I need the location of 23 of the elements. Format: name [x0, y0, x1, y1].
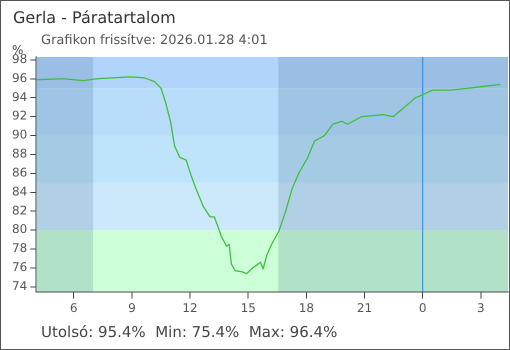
y-tick-label: 82 [12, 203, 28, 218]
chart-title: Gerla - Páratartalom [13, 8, 176, 27]
x-tick-label: 9 [128, 300, 136, 315]
x-tick-label: 6 [70, 300, 78, 315]
y-tick-label: 88 [12, 146, 28, 161]
y-tick-label: 92 [12, 108, 28, 123]
y-tick-label: 76 [12, 260, 28, 274]
y-tick-label: 96 [12, 70, 28, 85]
text: Utolsó: 95.4% Min: 75.4% Max: 96.4% [41, 323, 338, 341]
y-tick-label: 90 [12, 128, 28, 142]
y-tick-label: 84 [12, 184, 28, 198]
x-tick-label: 15 [240, 300, 256, 315]
y-tick-label: 78 [12, 241, 28, 256]
x-tick-label: 21 [356, 300, 372, 315]
y-tick-label: 86 [12, 165, 28, 180]
y-tick-label: 80 [12, 222, 28, 236]
chart-subtitle: Grafikon frissítve: 2026.01.28 4:01 [41, 33, 268, 48]
x-tick-label: 3 [477, 300, 485, 315]
x-tick-label: 0 [418, 300, 427, 315]
x-tick-label: 18 [298, 300, 314, 315]
y-tick-label: 74 [12, 278, 28, 293]
y-tick-label: 94 [12, 90, 28, 104]
x-tick-label: 12 [182, 300, 198, 315]
